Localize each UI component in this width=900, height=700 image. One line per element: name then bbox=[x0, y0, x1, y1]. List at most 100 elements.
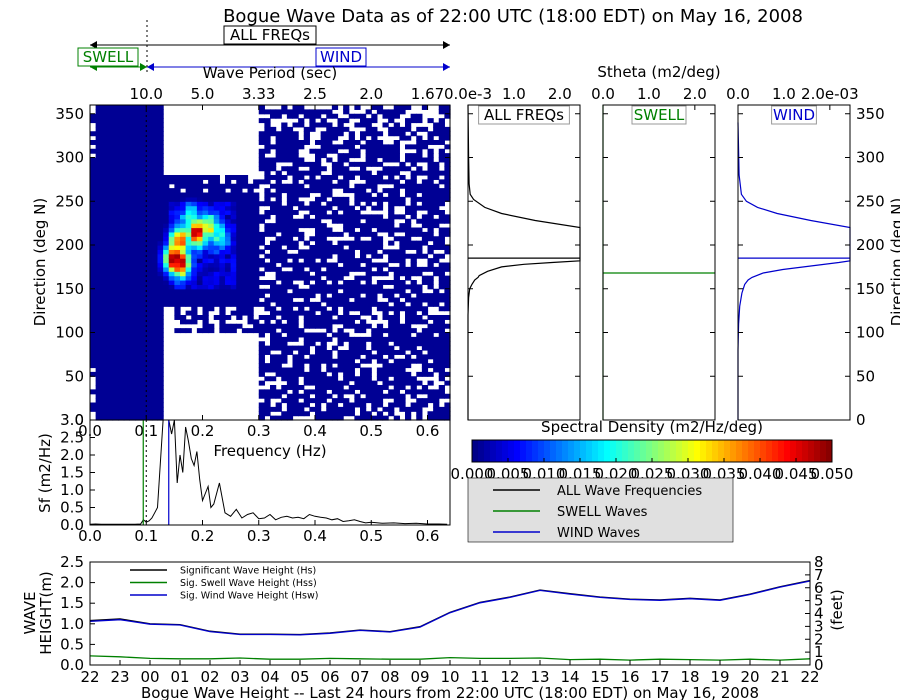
heatmap-cell bbox=[427, 341, 434, 347]
heatmap-cell bbox=[444, 179, 451, 185]
heatmap-cell bbox=[270, 376, 277, 382]
heatmap-cell bbox=[106, 223, 114, 229]
heatmap-cell bbox=[95, 196, 102, 202]
heatmap-cell bbox=[168, 205, 175, 211]
x-tick-label: 0.4 bbox=[303, 527, 327, 545]
heatmap-cell bbox=[95, 406, 102, 412]
heatmap-cell bbox=[444, 188, 451, 194]
heatmap-cell bbox=[433, 315, 440, 320]
heatmap-cell bbox=[123, 393, 130, 399]
theta-wind-frame bbox=[737, 104, 851, 421]
heatmap-cell bbox=[264, 210, 271, 215]
heatmap-cell bbox=[185, 245, 192, 250]
heatmap-cell bbox=[180, 293, 187, 299]
heatmap-cell bbox=[320, 323, 327, 329]
heatmap-cell bbox=[427, 389, 434, 395]
heatmap-cell bbox=[399, 126, 406, 132]
heatmap-cell bbox=[101, 266, 108, 272]
heatmap-cell bbox=[382, 350, 389, 355]
heatmap-cell bbox=[360, 398, 367, 404]
heatmap-cell bbox=[264, 398, 271, 404]
heatmap-cell bbox=[309, 371, 316, 377]
heatmap-cell bbox=[438, 275, 445, 281]
heatmap-cell bbox=[208, 306, 215, 312]
heatmap-cell bbox=[146, 223, 153, 229]
top-tick-label: 1.0 bbox=[637, 85, 661, 103]
heatmap-cell bbox=[438, 231, 445, 237]
heatmap-cell bbox=[371, 293, 378, 299]
heatmap-cell bbox=[444, 231, 451, 237]
heatmap-cell bbox=[275, 175, 282, 180]
heatmap-cell bbox=[123, 192, 130, 198]
heatmap-cell bbox=[348, 175, 355, 180]
heatmap-cell bbox=[129, 201, 136, 207]
heatmap-cell bbox=[376, 389, 384, 395]
heatmap-cell bbox=[416, 144, 423, 150]
heatmap-cell bbox=[174, 214, 181, 220]
heatmap-cell bbox=[427, 301, 434, 307]
heatmap-cell bbox=[253, 240, 260, 246]
heatmap-cell bbox=[315, 385, 322, 390]
heatmap-cell bbox=[95, 249, 102, 255]
heatmap-cell bbox=[146, 227, 153, 233]
heatmap-cell bbox=[123, 236, 130, 242]
colorbar-segment bbox=[496, 440, 503, 462]
heatmap-cell bbox=[157, 109, 164, 115]
heatmap-cell bbox=[135, 109, 142, 115]
heatmap-cell bbox=[365, 258, 372, 264]
right-y-tick-label: 150 bbox=[856, 280, 885, 298]
heatmap-cell bbox=[140, 323, 147, 329]
heatmap-cell bbox=[135, 126, 142, 132]
heatmap-cell bbox=[112, 262, 119, 268]
heatmap-cell bbox=[438, 341, 445, 347]
wind-label-box bbox=[315, 47, 367, 67]
heatmap-cell bbox=[208, 188, 215, 194]
colorbar-segment bbox=[658, 440, 665, 462]
right-y-tick-label: 100 bbox=[856, 324, 885, 342]
heatmap-cell bbox=[106, 135, 114, 141]
heatmap-cell bbox=[281, 341, 288, 347]
heatmap-cell bbox=[118, 341, 125, 347]
heatmap-cell bbox=[410, 113, 417, 119]
heatmap-cell bbox=[247, 266, 254, 272]
heatmap-cell bbox=[444, 323, 451, 329]
heatmap-cell bbox=[360, 249, 367, 255]
heatmap-cell bbox=[433, 122, 440, 128]
heatmap-cell bbox=[196, 245, 204, 250]
heatmap-cell bbox=[309, 315, 316, 320]
heatmap-cell bbox=[354, 258, 361, 264]
heatmap-cell bbox=[365, 336, 372, 342]
colorbar-segment bbox=[706, 440, 713, 462]
heatmap-cell bbox=[292, 231, 299, 237]
heatmap-cell bbox=[253, 179, 260, 185]
y-tick-label: 0.5 bbox=[60, 635, 84, 653]
heatmap-cell bbox=[196, 210, 204, 215]
heatmap-cell bbox=[129, 140, 136, 145]
heatmap-cell bbox=[399, 105, 406, 110]
heatmap-cell bbox=[270, 266, 277, 272]
heatmap-cell bbox=[331, 196, 339, 202]
heatmap-cell bbox=[236, 280, 243, 285]
heatmap-cell bbox=[320, 293, 327, 299]
heatmap-cell bbox=[101, 192, 108, 198]
heatmap-cell bbox=[185, 249, 192, 255]
heatmap-cell bbox=[135, 105, 142, 110]
heatmap-cell bbox=[219, 328, 226, 334]
heatmap-cell bbox=[253, 192, 260, 198]
heatmap-cell bbox=[348, 389, 355, 395]
heatmap-cell bbox=[151, 105, 159, 110]
heatmap-cell bbox=[360, 118, 367, 124]
heatmap-cell bbox=[247, 328, 254, 334]
heatmap-cell bbox=[309, 323, 316, 329]
heatmap-cell bbox=[371, 245, 378, 250]
heatmap-cell bbox=[292, 201, 299, 207]
heatmap-cell bbox=[112, 253, 119, 259]
heatmap-cell bbox=[298, 288, 305, 294]
all-freqs-label: ALL FREQs bbox=[230, 26, 310, 44]
heatmap-cell bbox=[393, 358, 400, 364]
heatmap-cell bbox=[337, 341, 344, 347]
heatmap-cell bbox=[326, 354, 333, 360]
heatmap-cells bbox=[90, 105, 451, 421]
heatmap-cell bbox=[433, 161, 440, 167]
heatmap-cell bbox=[281, 210, 288, 215]
